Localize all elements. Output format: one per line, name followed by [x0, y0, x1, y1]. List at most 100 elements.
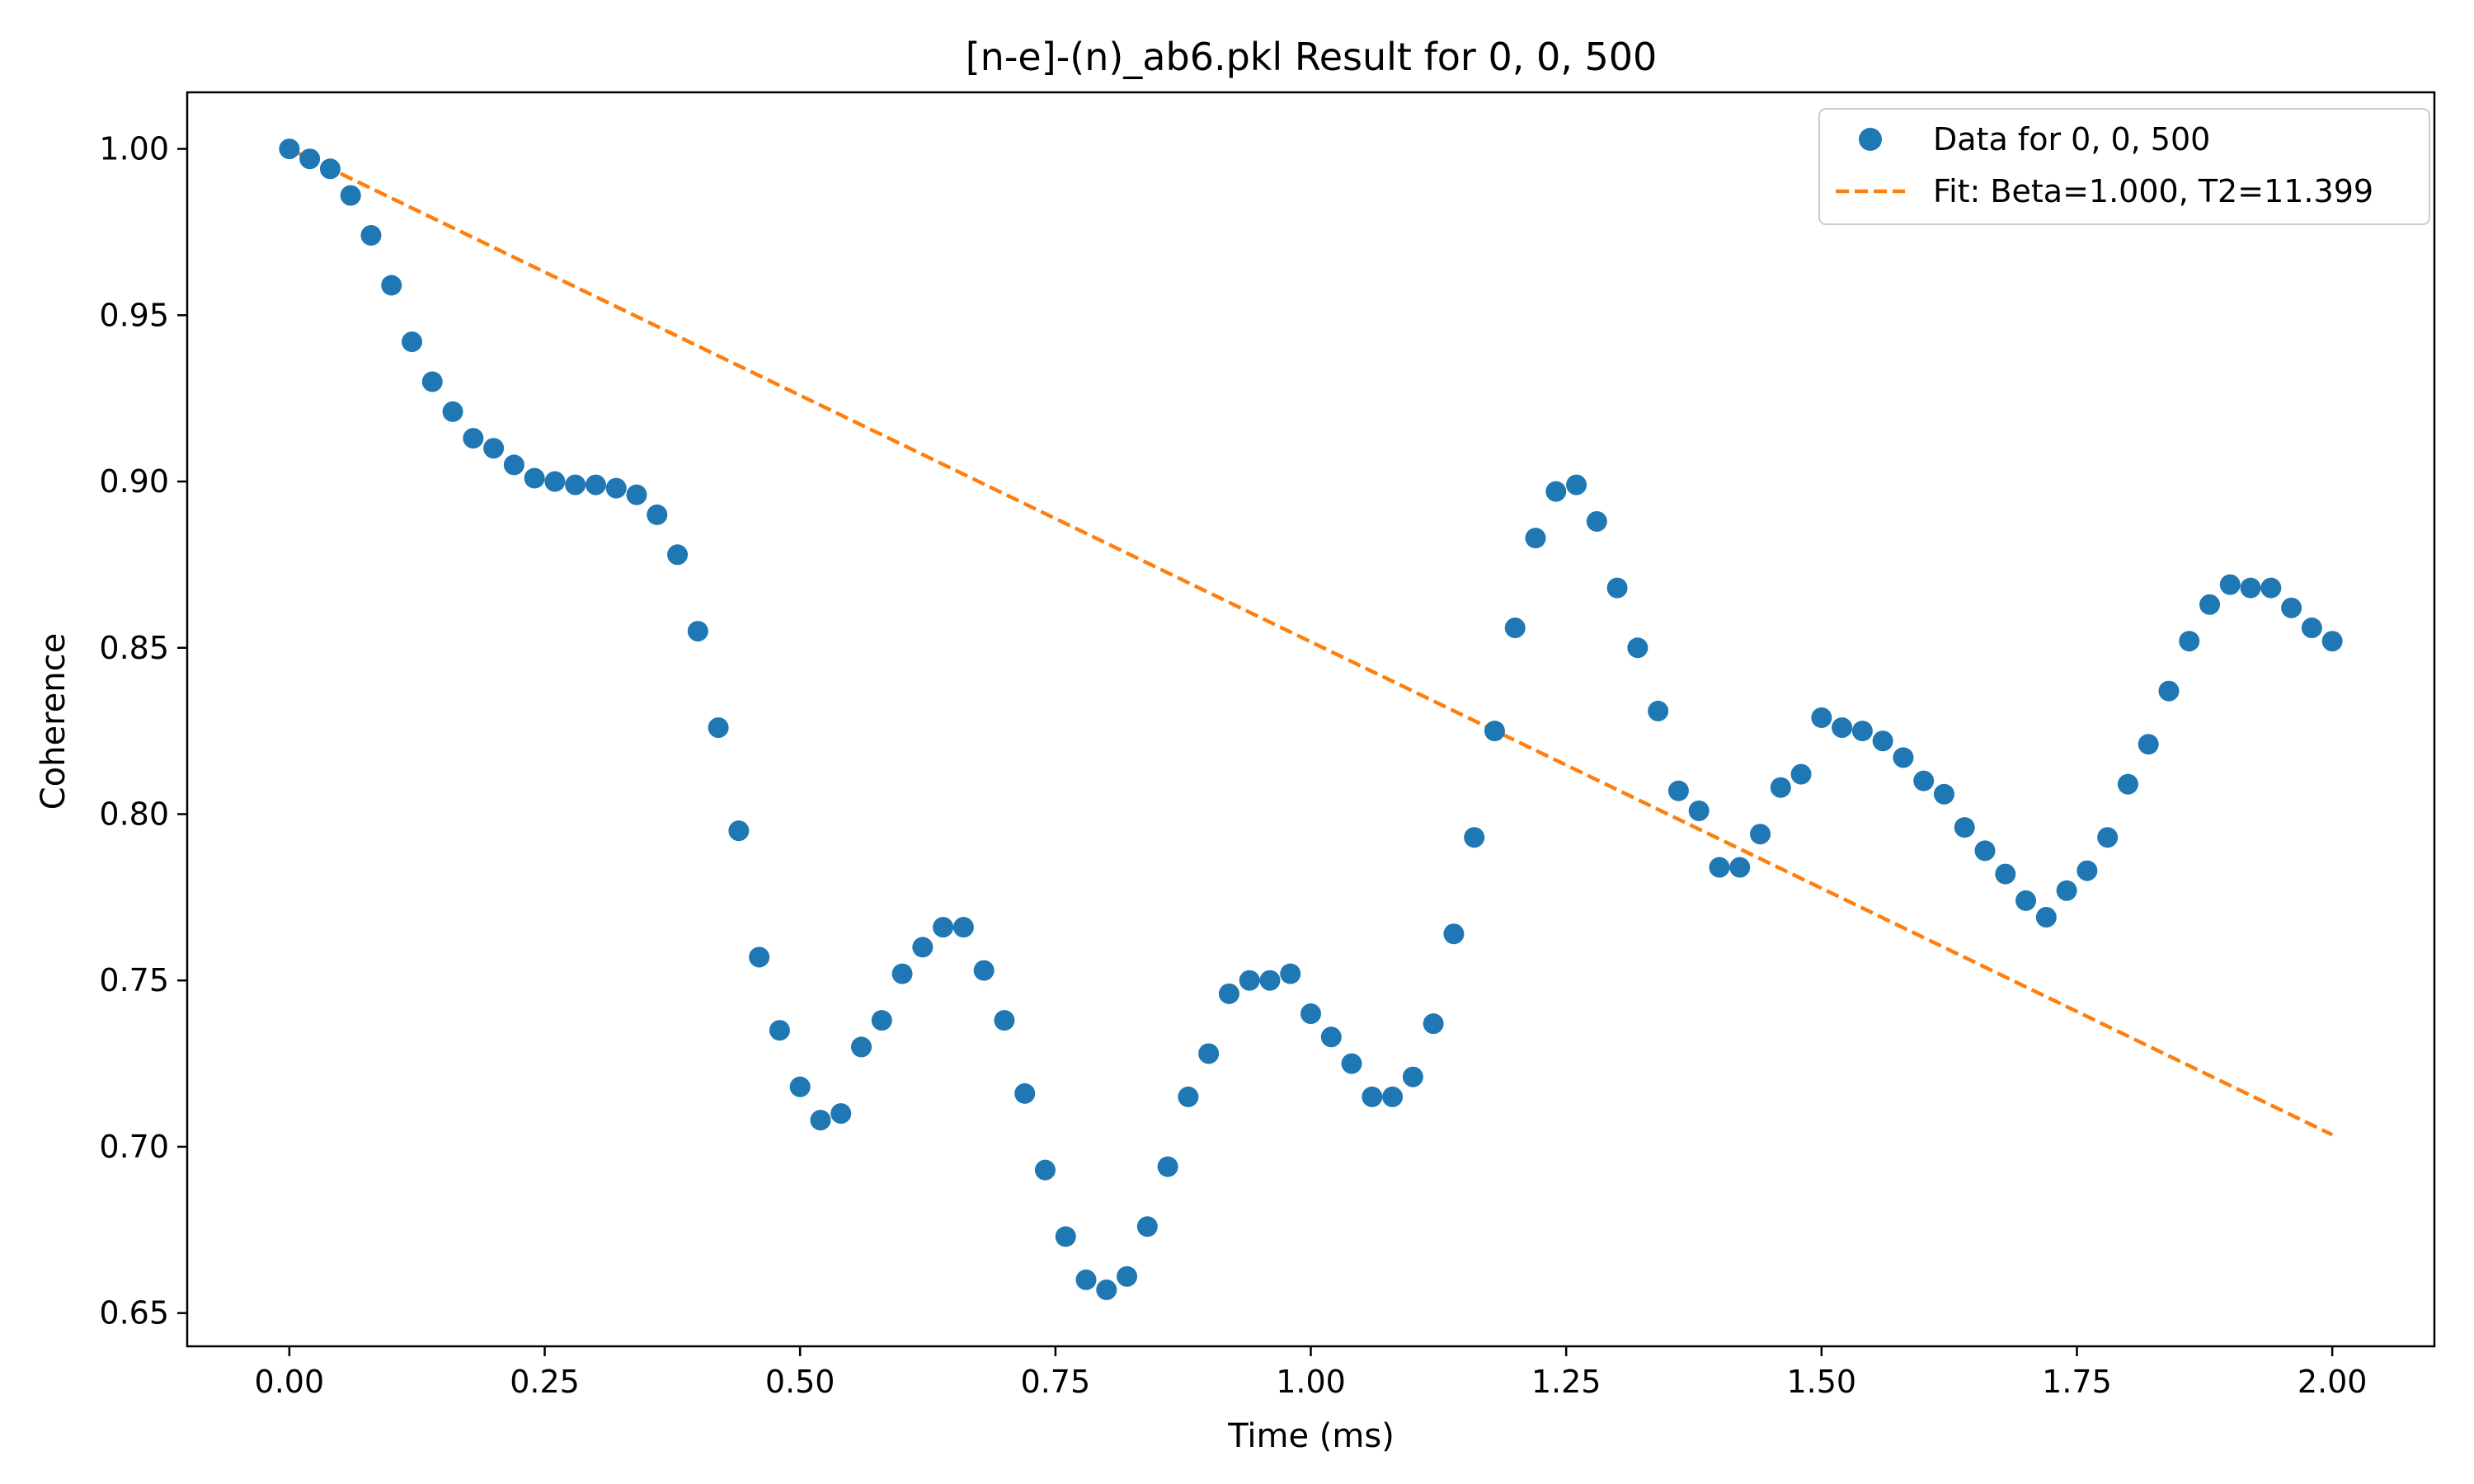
data-point: [1525, 528, 1546, 549]
data-point: [1464, 827, 1485, 848]
data-point: [1096, 1279, 1117, 1300]
y-tick-label: 0.70: [99, 1129, 169, 1165]
data-point: [728, 820, 750, 842]
data-series-layer: [279, 139, 2343, 1300]
y-tick-label: 0.85: [99, 630, 169, 666]
data-point: [789, 1076, 811, 1097]
data-point: [1157, 1156, 1178, 1177]
data-point: [912, 937, 934, 958]
data-point: [1750, 824, 1771, 845]
data-point: [544, 471, 566, 492]
x-tick-label: 0.00: [255, 1364, 325, 1400]
data-point: [402, 331, 422, 353]
data-point: [1075, 1269, 1097, 1290]
data-point: [1811, 707, 1832, 728]
data-point: [319, 158, 341, 180]
data-point: [483, 438, 505, 459]
data-point: [1423, 1013, 1444, 1035]
data-point: [1178, 1086, 1199, 1107]
data-point: [1832, 717, 1853, 739]
data-point: [667, 544, 689, 566]
data-point: [973, 960, 995, 981]
data-point: [1648, 700, 1669, 721]
data-point: [2035, 907, 2057, 928]
data-point: [1893, 747, 1914, 768]
data-point: [1136, 1216, 1158, 1237]
y-tick-label: 0.75: [99, 962, 169, 998]
data-point: [1300, 1003, 1321, 1025]
data-point: [708, 717, 729, 739]
plot-area: [187, 92, 2434, 1346]
data-point: [585, 474, 606, 495]
data-point: [1851, 721, 1873, 742]
data-point: [1117, 1266, 1138, 1287]
data-point: [381, 275, 402, 296]
data-point: [2219, 574, 2241, 595]
data-point: [2097, 827, 2119, 848]
legend-label-data: Data for 0, 0, 500: [1933, 121, 2210, 157]
data-point: [687, 621, 708, 642]
data-point: [2240, 577, 2261, 599]
x-tick-label: 0.50: [765, 1364, 835, 1400]
data-point: [1239, 970, 1260, 991]
data-point: [2321, 631, 2343, 652]
data-point: [1709, 857, 1730, 878]
data-point: [810, 1110, 831, 1131]
data-point: [769, 1020, 790, 1041]
data-point: [2281, 597, 2302, 618]
data-point: [1566, 474, 1587, 495]
data-point: [1995, 863, 2016, 885]
data-point: [1627, 637, 1649, 659]
data-point: [851, 1036, 872, 1058]
data-point: [1484, 721, 1505, 742]
data-point: [463, 428, 484, 449]
data-point: [891, 963, 913, 984]
data-point: [360, 224, 382, 246]
y-tick-label: 0.95: [99, 297, 169, 333]
data-point: [1055, 1226, 1076, 1247]
y-tick-label: 0.80: [99, 796, 169, 832]
chart-title: [n-e]-(n)_ab6.pkl Result for 0, 0, 500: [966, 35, 1658, 79]
data-point: [1729, 857, 1751, 878]
y-tick-label: 1.00: [99, 131, 169, 167]
data-point: [503, 454, 524, 476]
data-point: [1443, 923, 1465, 945]
data-point: [1770, 777, 1791, 798]
legend-label-fit: Fit: Beta=1.000, T2=11.399: [1933, 173, 2373, 209]
data-point: [1014, 1082, 1036, 1104]
legend: Data for 0, 0, 500 Fit: Beta=1.000, T2=1…: [1818, 108, 2430, 225]
data-point: [1954, 817, 1975, 838]
data-point: [1586, 510, 1607, 532]
y-tick-label: 0.65: [99, 1295, 169, 1331]
data-point: [1218, 983, 1239, 1004]
data-point: [2015, 890, 2037, 911]
data-point: [2117, 773, 2138, 795]
data-point: [605, 477, 627, 499]
data-point: [2260, 577, 2282, 599]
x-tick-label: 1.25: [1531, 1364, 1602, 1400]
fit-line: [288, 147, 2334, 1137]
data-point: [1034, 1159, 1056, 1181]
data-point: [1872, 730, 1893, 752]
data-point: [340, 185, 361, 206]
x-tick-label: 1.50: [1787, 1364, 1857, 1400]
data-point: [933, 917, 954, 938]
data-point: [1198, 1043, 1220, 1064]
data-point: [830, 1103, 852, 1125]
x-tick-label: 0.25: [510, 1364, 580, 1400]
data-point: [952, 917, 974, 938]
data-point: [299, 148, 321, 170]
data-point: [1320, 1026, 1342, 1048]
data-point: [2199, 594, 2220, 615]
legend-marker-data: [1859, 128, 1882, 151]
data-point: [749, 946, 770, 968]
data-point: [647, 504, 668, 525]
data-point: [2158, 680, 2180, 702]
x-tick-label: 2.00: [2298, 1364, 2368, 1400]
plot-background: [187, 92, 2434, 1346]
data-point: [279, 139, 300, 160]
data-point: [442, 401, 463, 422]
x-tick-label: 1.75: [2042, 1364, 2112, 1400]
data-point: [1974, 840, 1996, 862]
